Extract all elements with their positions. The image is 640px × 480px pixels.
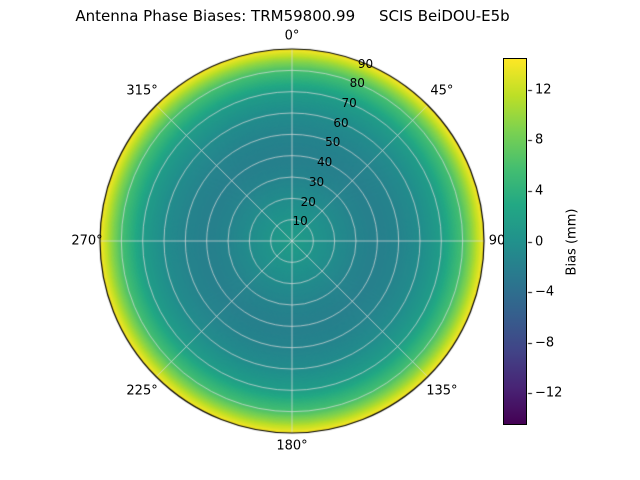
- theta-tick-label-315: 315°: [126, 83, 158, 99]
- theta-tick-label-180: 180°: [276, 438, 308, 454]
- colorbar-tick-label-4: 4: [535, 183, 544, 199]
- zenith-tick-label-30: 30: [308, 174, 325, 189]
- colorbar-tick-label--12: −12: [535, 385, 563, 401]
- theta-tick-label-45: 45°: [430, 83, 454, 99]
- colorbar-tick-label-12: 12: [535, 82, 552, 98]
- theta-tick-label-225: 225°: [126, 383, 158, 399]
- zenith-tick-label-60: 60: [333, 115, 349, 130]
- zenith-tick-label-20: 20: [300, 194, 316, 209]
- chart-title: Antenna Phase Biases: TRM59800.99 SCIS B…: [75, 7, 510, 25]
- zenith-tick-label-80: 80: [349, 76, 365, 91]
- colorbar-axis-label: Bias (mm): [564, 208, 580, 275]
- theta-tick-label-90: 90: [488, 233, 506, 249]
- colorbar-tick-label-0: 0: [535, 234, 544, 249]
- colorbar-tick-label--4: −4: [535, 284, 555, 300]
- zenith-tick-label-70: 70: [341, 96, 357, 111]
- theta-tick-label-270: 270°: [71, 233, 103, 249]
- colorbar-tick-label--8: −8: [535, 335, 555, 351]
- zenith-tick-label-90: 90: [357, 56, 374, 71]
- theta-tick-label-135: 135°: [426, 383, 458, 399]
- zenith-tick-label-50: 50: [325, 135, 341, 150]
- colorbar: [503, 58, 527, 425]
- zenith-tick-label-40: 40: [317, 155, 333, 170]
- colorbar-tick-label-8: 8: [535, 132, 544, 148]
- zenith-tick-label-10: 10: [292, 214, 308, 229]
- theta-tick-label-0: 0°: [284, 28, 300, 44]
